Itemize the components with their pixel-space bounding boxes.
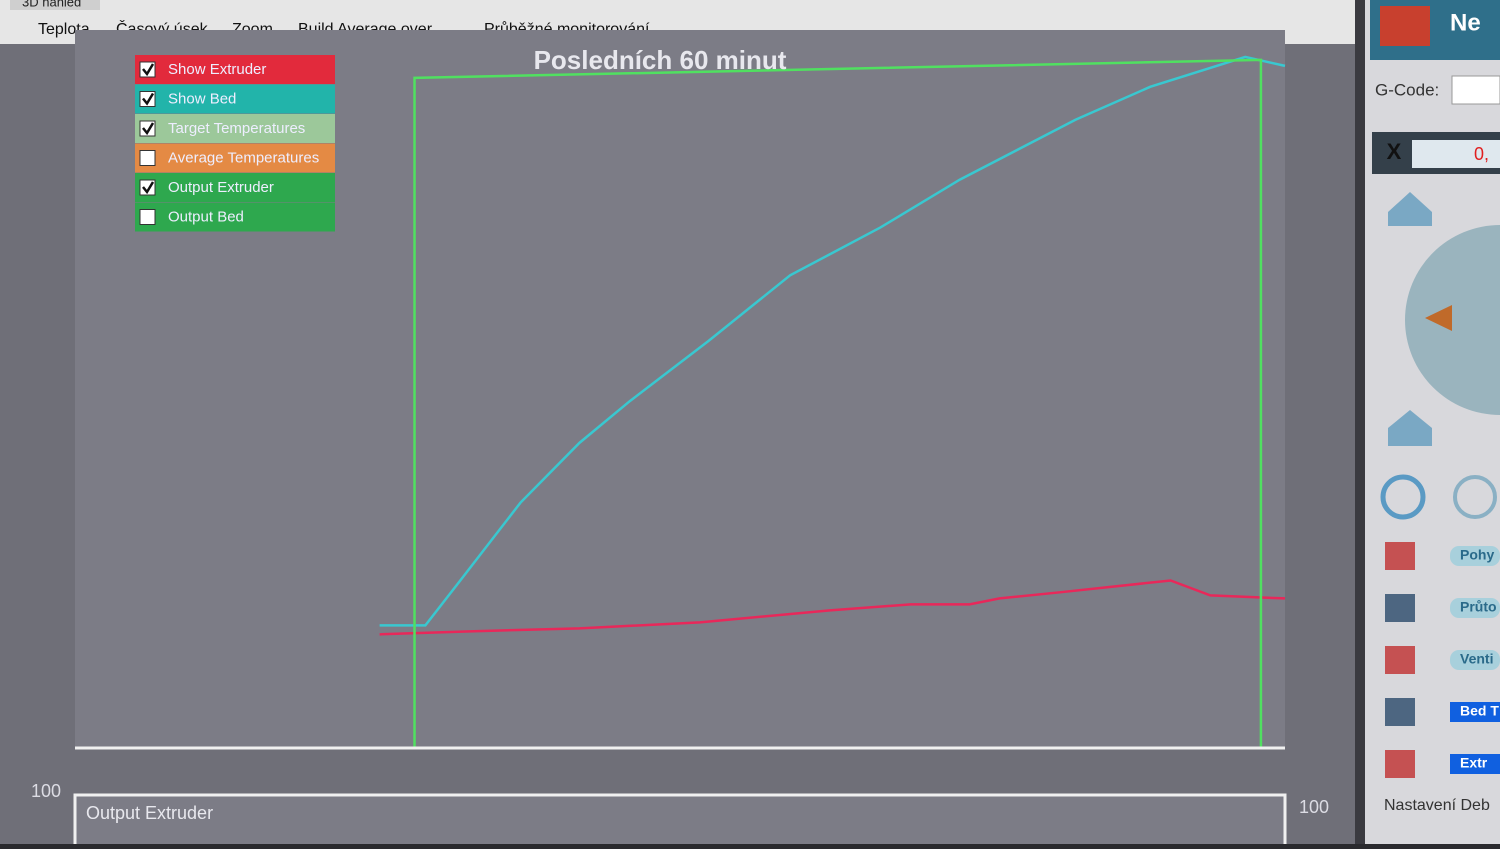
sidebar-button-label[interactable]: Extr (1460, 755, 1488, 771)
gcode-label: G-Code: (1375, 80, 1439, 99)
axis-display (1412, 140, 1500, 168)
sidebar-footer: Nastavení Deb (1384, 797, 1490, 814)
power-icon[interactable] (1380, 474, 1426, 520)
legend-label[interactable]: Show Bed (168, 90, 236, 107)
sidebar-icon[interactable] (1385, 646, 1415, 674)
series-line (379, 579, 1286, 636)
splitter (1355, 0, 1365, 844)
sidebar-icon[interactable] (1385, 698, 1415, 726)
checkmark (142, 92, 155, 106)
sidebar-button-label[interactable]: Pohy (1460, 547, 1494, 563)
sidebar-button[interactable] (1450, 598, 1500, 618)
tab-label[interactable]: 3D náhled (22, 0, 81, 9)
axis-name: X (1387, 139, 1402, 164)
sidebar-button-label[interactable]: Průto (1460, 599, 1497, 615)
home-x-icon[interactable] (1388, 192, 1432, 226)
home-icon[interactable] (1388, 410, 1432, 446)
legend-item[interactable] (135, 173, 335, 202)
gcode-input[interactable] (1451, 75, 1500, 105)
app-title: Ne (1450, 9, 1481, 36)
legend-item[interactable] (135, 84, 335, 114)
legend-label[interactable]: Average Temperatures (168, 149, 319, 166)
output-panel (73, 793, 1287, 849)
sidebar-icon[interactable] (1385, 750, 1415, 778)
legend-item[interactable] (135, 143, 335, 173)
checkmark (142, 63, 155, 77)
output-title: Output Extruder (86, 803, 213, 823)
legend-label[interactable]: Output Extruder (168, 179, 274, 196)
output-tick-label: 100 (1299, 797, 1329, 817)
legend-item[interactable] (135, 114, 335, 143)
sidebar-button-label[interactable]: Venti (1460, 651, 1493, 667)
sidebar-button-label[interactable]: Bed T (1460, 703, 1499, 719)
sidebar-button[interactable] (1450, 702, 1500, 722)
legend-item[interactable] (135, 55, 335, 84)
jog-left[interactable] (1425, 305, 1452, 331)
axis-value: 0, (1474, 144, 1489, 164)
reset-icon[interactable] (1453, 475, 1497, 519)
sidebar-icon[interactable] (1385, 542, 1415, 570)
checkmark (142, 181, 155, 195)
legend-label[interactable]: Target Temperatures (168, 120, 305, 137)
legend-label[interactable]: Output Bed (168, 208, 244, 225)
sidebar-button[interactable] (1450, 754, 1500, 774)
jog-wheel[interactable] (1405, 225, 1500, 415)
sidebar-button[interactable] (1450, 650, 1500, 670)
checkbox[interactable] (139, 209, 156, 225)
chart-title: Posledních 60 minut (534, 45, 787, 75)
checkbox[interactable] (139, 150, 156, 166)
output-tick-label: 100 (31, 781, 61, 801)
series-line (379, 55, 1286, 627)
legend-label[interactable]: Show Extruder (168, 61, 266, 78)
app-logo (1380, 6, 1430, 46)
series-line (413, 58, 1263, 748)
legend-item[interactable] (135, 202, 335, 232)
sidebar-icon[interactable] (1385, 594, 1415, 622)
checkmark (142, 122, 155, 136)
sidebar-button[interactable] (1450, 546, 1500, 566)
tab[interactable] (10, 0, 100, 10)
